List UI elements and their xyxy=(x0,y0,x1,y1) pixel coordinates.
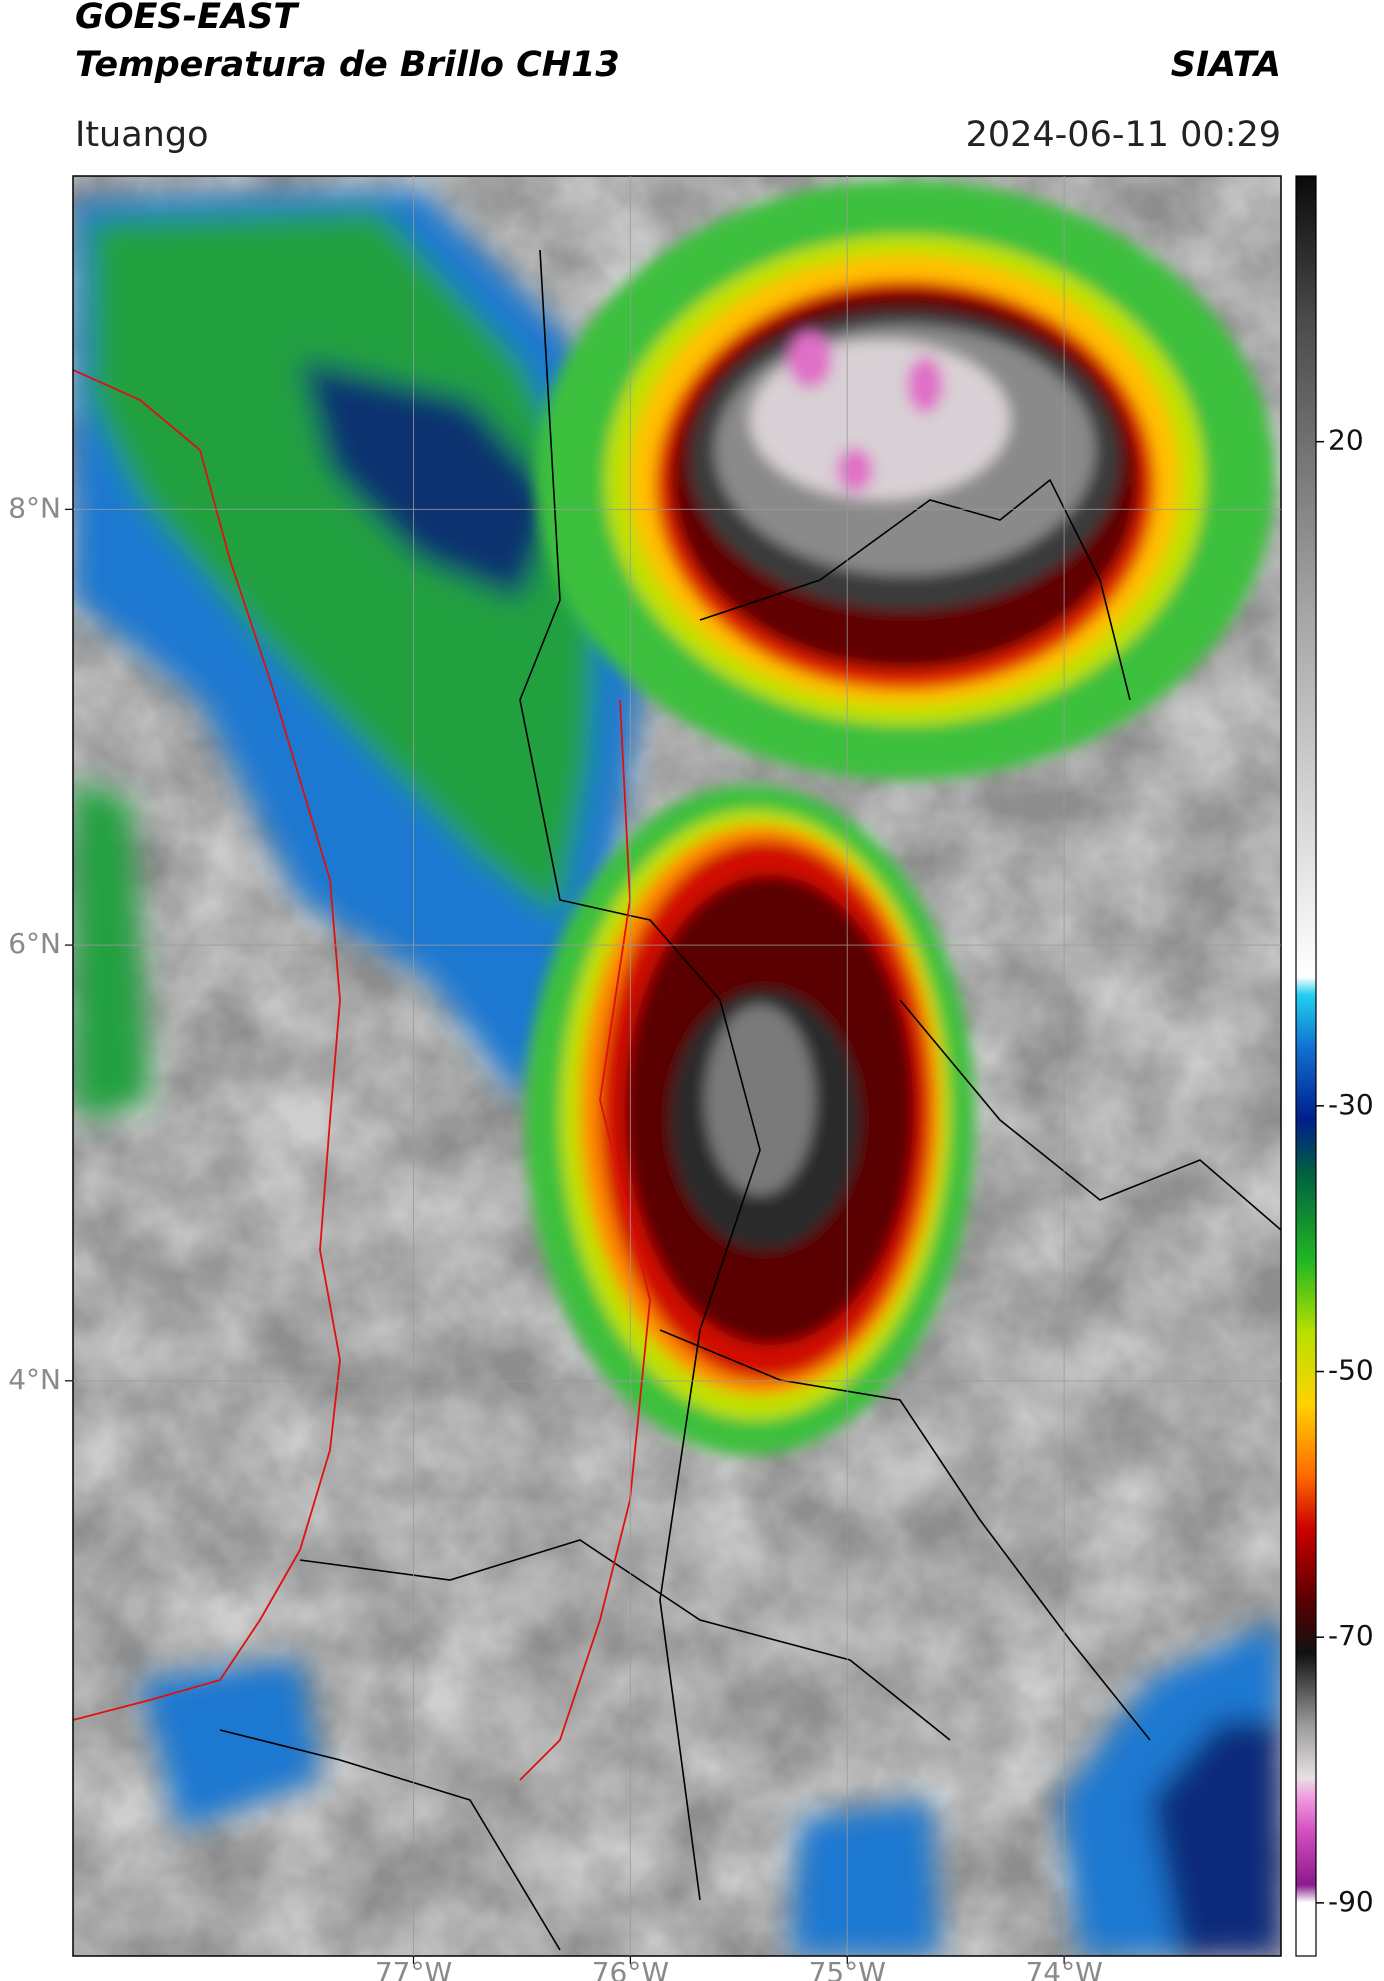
north-storm xyxy=(535,180,1275,780)
lon-label: 74°W xyxy=(1025,1956,1102,1981)
map-shape xyxy=(705,1005,815,1195)
map-shape xyxy=(299,1539,951,1741)
lat-label: 6°N xyxy=(8,927,61,960)
map-shape xyxy=(907,357,943,413)
map-shape xyxy=(73,780,150,1120)
lat-label: 4°N xyxy=(8,1363,61,1396)
cold-clouds xyxy=(73,190,1281,1956)
map-shape xyxy=(140,1660,320,1830)
map-shape xyxy=(519,249,761,1901)
coastline xyxy=(73,369,651,1781)
lon-label: 76°W xyxy=(592,1956,669,1981)
colorbar-label: -30 xyxy=(1328,1088,1374,1121)
map-shape xyxy=(519,699,651,1781)
boundaries xyxy=(219,249,1281,1951)
title: GOES-EAST xyxy=(75,0,300,37)
colorbar-label: -90 xyxy=(1328,1885,1374,1918)
location: Ituango xyxy=(75,115,209,155)
map-shape xyxy=(899,999,1281,1231)
colorbar-label: -50 xyxy=(1328,1354,1374,1387)
map-shape xyxy=(1150,1720,1281,1956)
map-shape xyxy=(659,1329,1151,1741)
subtitle: Temperatura de Brillo CH13 xyxy=(75,45,620,85)
map-frame xyxy=(72,175,1282,1957)
timestamp: 2024-06-11 00:29 xyxy=(966,115,1281,155)
map-shape xyxy=(90,210,600,920)
colorbar-ticks: 20 -30 -50 -70 -90 xyxy=(1316,424,1374,1918)
map-shape xyxy=(699,478,1131,701)
map-shape xyxy=(788,332,832,388)
agency: SIATA xyxy=(1171,45,1281,85)
lon-label: 75°W xyxy=(809,1956,886,1981)
header: GOES-EAST Temperatura de Brillo CH13 SIA… xyxy=(75,0,1281,155)
south-storm xyxy=(525,785,975,1455)
lon-label: 77°W xyxy=(375,1956,452,1981)
colorbar xyxy=(1295,175,1317,1957)
map-shape xyxy=(300,360,560,600)
satellite-image xyxy=(73,176,1281,1956)
graticule: 8°N 6°N 4°N 77°W 76°W 75°W 74°W xyxy=(8,176,1281,1981)
map-shape xyxy=(790,1800,940,1956)
map-shape xyxy=(837,448,873,492)
lat-label: 8°N xyxy=(8,491,61,524)
map-shape xyxy=(219,1729,561,1951)
colorbar-label: 20 xyxy=(1328,424,1364,457)
colorbar-label: -70 xyxy=(1328,1619,1374,1652)
map-shape xyxy=(73,369,341,1721)
